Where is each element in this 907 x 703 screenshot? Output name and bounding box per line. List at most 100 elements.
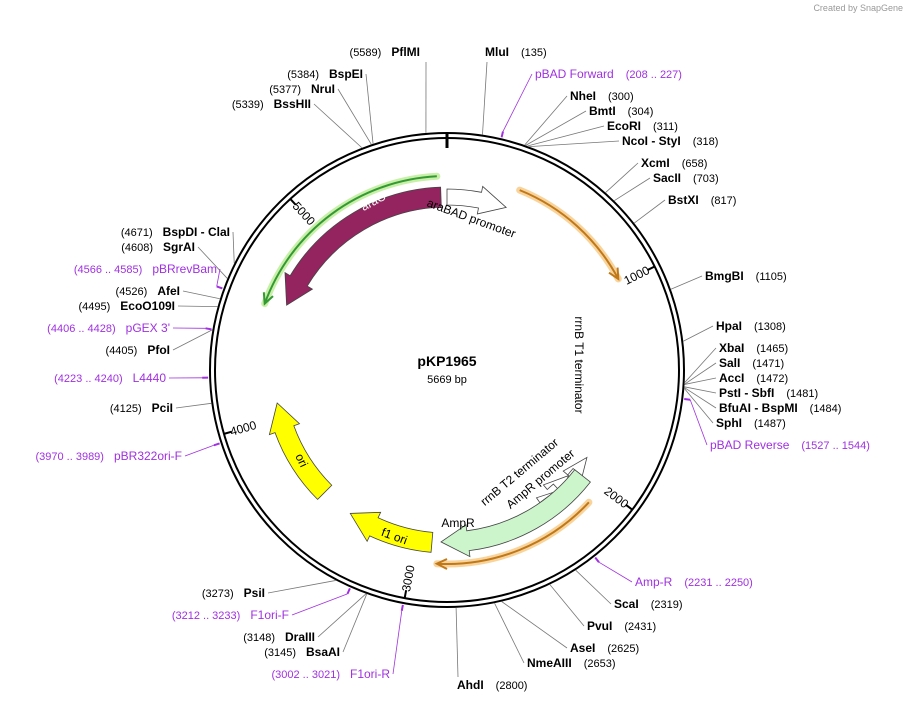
enzyme-name: PsiI	[244, 586, 265, 600]
enzyme-name: NmeAIII	[527, 656, 572, 670]
enzyme-position: (311)	[653, 121, 678, 133]
enzyme-name: AccI	[719, 371, 744, 385]
primer-name: pBR322ori-F	[114, 449, 182, 463]
primer-mark	[205, 327, 212, 331]
primer-name: F1ori-F	[250, 608, 289, 622]
feature-arrow	[268, 402, 333, 500]
enzyme-name: SacII	[653, 171, 681, 185]
primer-range: (4406 .. 4428)	[47, 323, 116, 335]
enzyme-position: (658)	[682, 158, 708, 170]
ampr-highlight	[436, 501, 590, 565]
enzyme-name: EcoRI	[607, 119, 641, 133]
plasmid-size: 5669 bp	[427, 374, 467, 386]
enzyme-position: (4671)	[121, 227, 153, 239]
feature-arrow	[440, 469, 591, 558]
enzyme-connector	[524, 95, 568, 146]
enzyme-name: PciI	[152, 401, 173, 415]
enzyme-connector	[175, 402, 212, 409]
enzyme-position: (4125)	[110, 403, 142, 415]
enzyme-position: (3145)	[264, 647, 296, 659]
enzyme-connector	[575, 569, 612, 605]
enzyme-name: BsaAI	[306, 645, 340, 659]
enzyme-connector	[182, 290, 220, 300]
enzyme-connector	[684, 377, 717, 385]
primer-connector	[184, 444, 214, 457]
enzyme-connector	[529, 140, 620, 148]
enzyme-name: SphI	[716, 416, 742, 430]
primer-connector	[502, 73, 533, 132]
enzyme-connector	[683, 388, 714, 424]
enzyme-name: ScaI	[614, 597, 639, 611]
enzyme-connector	[684, 362, 717, 385]
enzyme-position: (304)	[628, 106, 654, 118]
plasmid-name: pKP1965	[417, 353, 476, 369]
enzyme-connector	[614, 177, 651, 202]
enzyme-name: BssHII	[274, 97, 311, 111]
enzyme-connector	[455, 607, 459, 678]
enzyme-name: PfoI	[147, 343, 170, 357]
primer-connector	[291, 593, 348, 616]
enzyme-position: (4495)	[79, 301, 111, 313]
enzyme-position: (300)	[608, 91, 634, 103]
primer-mark	[500, 131, 504, 138]
backbone-outer	[209, 132, 685, 608]
primer-name: pBAD Reverse	[710, 438, 790, 452]
primer-connector	[689, 399, 708, 446]
tick-label: 4000	[228, 418, 258, 439]
enzyme-connector	[527, 125, 605, 147]
enzyme-name: BfuAI - BspMI	[719, 401, 798, 415]
primer-mark	[400, 604, 404, 611]
enzyme-position: (5384)	[287, 69, 319, 81]
enzyme-connector	[232, 231, 235, 264]
primer-range: (1527 .. 1544)	[801, 440, 870, 452]
enzyme-connector	[684, 386, 717, 394]
enzyme-name: XcmI	[641, 156, 670, 170]
enzyme-connector	[549, 584, 585, 627]
primer-name: Amp-R	[635, 575, 673, 589]
primer-name: F1ori-R	[350, 667, 390, 681]
primer-name: pGEX 3'	[126, 321, 170, 335]
ampr-highlight-head	[434, 558, 448, 570]
primer-range: (2231 .. 2250)	[684, 577, 753, 589]
enzyme-position: (2653)	[584, 658, 616, 670]
enzyme-name: BspEI	[329, 67, 363, 81]
enzyme-name: BstXI	[668, 193, 699, 207]
tick-label: 3000	[399, 564, 418, 593]
tick-label: 1000	[622, 263, 652, 288]
primer-name: pBAD Forward	[535, 67, 614, 81]
enzyme-position: (135)	[521, 47, 547, 59]
enzyme-position: (2625)	[607, 643, 639, 655]
feature-label: rrnB T1 terminator	[572, 316, 586, 413]
primer-range: (3002 .. 3021)	[271, 669, 340, 681]
enzyme-name: AfeI	[157, 284, 180, 298]
arac-highlight-head	[262, 292, 274, 306]
enzyme-name: NcoI - StyI	[622, 134, 681, 148]
enzyme-connector	[482, 61, 488, 135]
primer-range: (208 .. 227)	[626, 69, 682, 81]
enzyme-name: DraIII	[285, 630, 315, 644]
enzyme-position: (2431)	[624, 621, 656, 633]
enzyme-connector	[605, 162, 639, 193]
enzyme-name: BspDI - ClaI	[163, 225, 230, 239]
primer-range: (3212 .. 3233)	[172, 610, 241, 622]
enzyme-name: BmtI	[589, 104, 616, 118]
primer-mark	[684, 398, 691, 401]
feature-arrow	[284, 186, 442, 306]
enzyme-connector	[501, 601, 568, 649]
enzyme-connector	[684, 347, 717, 383]
feature-arrow	[446, 185, 508, 215]
enzyme-position: (1484)	[810, 403, 842, 415]
primer-connector	[598, 561, 633, 583]
primer-connector	[216, 268, 221, 287]
enzyme-name: SalI	[719, 356, 740, 370]
enzyme-connector	[337, 88, 372, 145]
enzyme-position: (1472)	[756, 373, 788, 385]
enzyme-connector	[317, 593, 367, 638]
enzyme-position: (817)	[711, 195, 737, 207]
primer-connector	[392, 610, 403, 675]
enzyme-position: (3273)	[202, 588, 234, 600]
enzyme-position: (5339)	[232, 99, 264, 111]
primer-range: (4566 .. 4585)	[74, 264, 143, 276]
enzyme-connector	[684, 387, 717, 409]
